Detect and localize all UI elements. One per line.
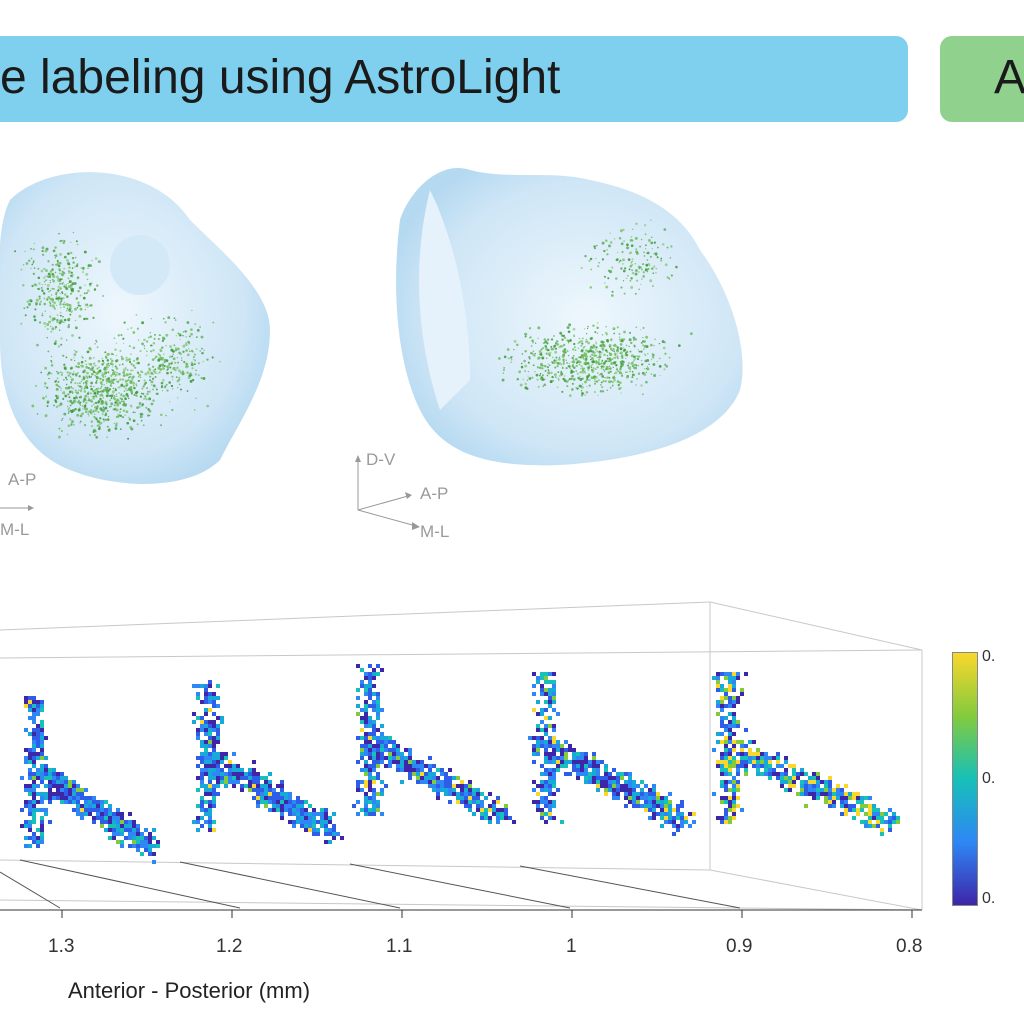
axis-label-ml-2: M-L: [420, 522, 450, 541]
slice-1: [20, 696, 160, 864]
brain-render-2: [396, 168, 743, 466]
depth-lines: [0, 859, 741, 909]
colorbar: [952, 652, 978, 906]
slice-2: [192, 680, 344, 844]
x-axis-title: Anterior - Posterior (mm): [68, 978, 311, 1003]
axis-label-dv-2: D-V: [366, 450, 396, 469]
plot-box: [0, 601, 923, 911]
x-tick-label: 1.2: [216, 936, 243, 957]
x-tick-label: 0.8: [896, 936, 923, 957]
colorbar-tick-label: 0.: [982, 770, 996, 787]
x-tick-label: 1: [566, 936, 577, 957]
right-banner-title: A: [994, 51, 1024, 104]
slice-5: [712, 672, 900, 836]
x-tick-label: 1.1: [386, 936, 413, 957]
axis-triad-2: [355, 455, 420, 530]
slice-density-plot: [0, 601, 923, 918]
axis-label-ml-1: M-L: [0, 520, 30, 539]
x-tick-label: 1.3: [48, 936, 75, 957]
axis-arrow-1: [0, 505, 34, 511]
brain-render-1: [0, 172, 270, 484]
labeled-cells-2: [498, 219, 693, 397]
axis-label-ap-2: A-P: [420, 484, 449, 503]
right-banner: [940, 36, 1024, 122]
banner-title: e labeling using AstroLight: [0, 51, 561, 104]
axis-label-ap-1: A-P: [8, 470, 37, 489]
colorbar-tick-label: 0.: [982, 648, 996, 665]
slice-4: [528, 672, 696, 836]
x-tick-label: 0.9: [726, 936, 753, 957]
title-banner: [0, 36, 908, 122]
labeled-cells-1: [14, 231, 221, 440]
slice-3: [352, 664, 516, 824]
colorbar-tick-label: 0.: [982, 890, 996, 907]
